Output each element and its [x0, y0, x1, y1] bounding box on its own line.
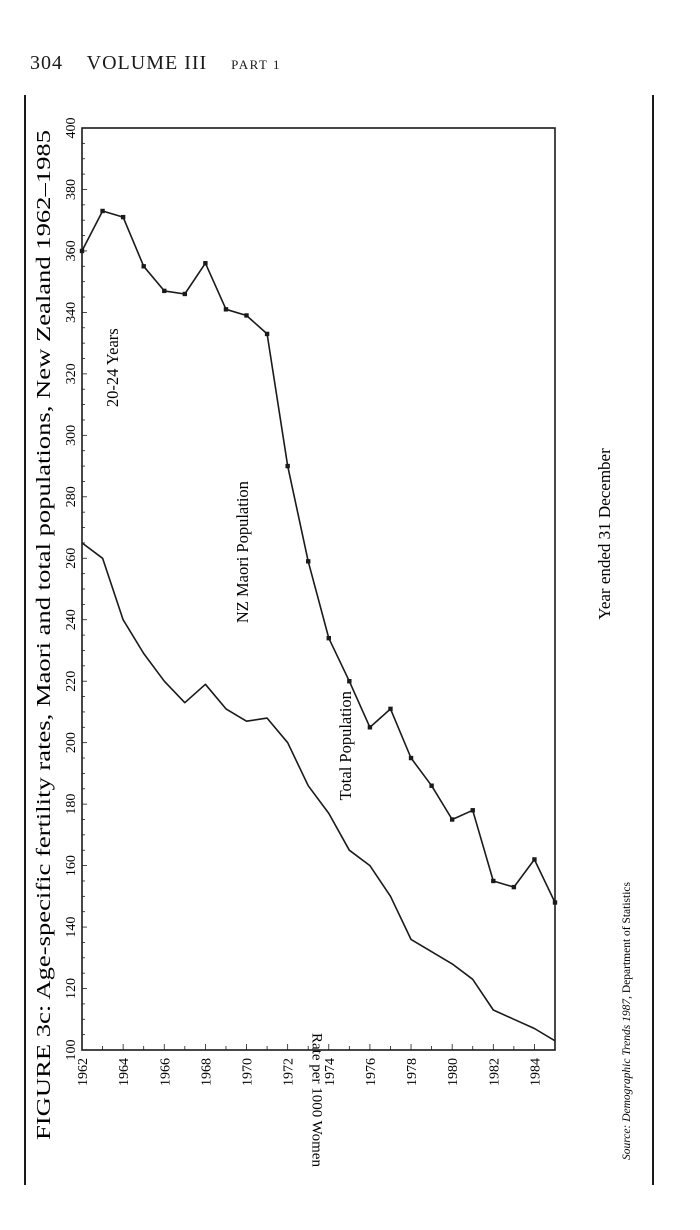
- rate-tick-label: 140: [64, 917, 79, 938]
- year-tick-label: 1980: [446, 1058, 461, 1086]
- source-prefix: Source:: [621, 1122, 633, 1160]
- year-tick-label: 1978: [405, 1058, 420, 1086]
- maori-data-point: [429, 783, 434, 788]
- figure-source: Source: Demographic Trends 1987, Departm…: [621, 881, 633, 1160]
- maori-data-point: [100, 208, 105, 214]
- maori-data-point: [244, 313, 249, 318]
- volume-label: VOLUME III: [86, 52, 208, 74]
- maori-data-point: [306, 559, 311, 564]
- maori-data-point: [223, 307, 229, 312]
- running-head: 304 VOLUME III PART 1: [30, 52, 281, 75]
- total-series-label: Total Population: [336, 691, 355, 800]
- maori-data-point: [449, 817, 455, 822]
- year-tick-label: 1974: [323, 1058, 338, 1086]
- x-axis-title: Year ended 31 December: [595, 448, 614, 620]
- maori-data-point: [491, 878, 496, 884]
- maori-data-point: [264, 331, 270, 337]
- maori-series-label: NZ Maori Population: [233, 481, 252, 623]
- year-tick-label: 1962: [76, 1058, 91, 1086]
- left-rule: [24, 95, 26, 1185]
- year-tick-label: 1984: [528, 1058, 543, 1086]
- maori-data-point: [285, 463, 290, 469]
- year-tick-label: 1968: [199, 1058, 214, 1086]
- rate-tick-label: 320: [64, 363, 79, 384]
- rate-tick-label: 400: [64, 118, 79, 139]
- rate-tick-label: 200: [64, 732, 79, 753]
- rate-tick-label: 100: [64, 1040, 79, 1061]
- rate-tick-label: 360: [64, 240, 79, 261]
- age-group-annotation: 20-24 Years: [103, 328, 122, 407]
- rate-tick-label: 260: [64, 548, 79, 569]
- source-title: Demographic Trends 1987: [621, 998, 633, 1123]
- rate-tick-label: 240: [64, 609, 79, 630]
- maori-data-point: [552, 900, 558, 905]
- maori-data-point: [203, 261, 208, 266]
- year-tick-label: 1976: [364, 1058, 379, 1086]
- year-tick-label: 1982: [487, 1058, 502, 1086]
- rate-tick-label: 280: [64, 486, 79, 507]
- figure-text: FIGURE 3c: Age-specific fertility rates,…: [34, 130, 633, 1160]
- maori-data-point: [326, 635, 331, 641]
- year-tick-label: 1972: [282, 1058, 297, 1086]
- y-axis-title: Rate per 1000 Women: [309, 1033, 325, 1167]
- maori-data-point: [367, 725, 373, 730]
- rate-tick-label: 120: [64, 978, 79, 999]
- right-rule: [652, 95, 654, 1185]
- total-series-line: [81, 542, 556, 1042]
- rate-tick-label: 300: [64, 425, 79, 446]
- maori-data-point: [388, 706, 393, 712]
- plot-area: 400 380 360 340 320 300 280 260 240 220 200 180 160 1…: [64, 118, 614, 1168]
- year-tick-label: 1970: [241, 1058, 256, 1086]
- maori-data-point: [511, 884, 517, 890]
- year-tick-label: 1964: [117, 1058, 132, 1086]
- rate-tick-label: 180: [64, 794, 79, 815]
- maori-data-point: [470, 808, 475, 813]
- part-label: PART 1: [231, 57, 281, 72]
- page-number: 304: [30, 52, 63, 74]
- year-tick-label: 1966: [158, 1058, 173, 1086]
- maori-data-point: [141, 264, 146, 269]
- maori-data-point: [120, 214, 126, 220]
- plot-frame: [81, 127, 556, 1051]
- rate-tick-label: 340: [64, 302, 79, 323]
- maori-data-point: [532, 857, 537, 862]
- maori-data-point: [347, 679, 352, 684]
- maori-data-point: [408, 755, 414, 761]
- rate-tick-label: 160: [64, 855, 79, 876]
- rate-tick-label: 380: [64, 179, 79, 200]
- maori-data-point: [162, 288, 167, 294]
- maori-data-point: [182, 291, 188, 297]
- source-suffix: , Department of Statistics: [621, 881, 633, 998]
- rate-tick-label: 220: [64, 671, 79, 692]
- figure-caption: FIGURE 3c: Age-specific fertility rates,…: [34, 130, 55, 1140]
- maori-data-point: [79, 248, 85, 254]
- maori-series-line: [81, 210, 556, 903]
